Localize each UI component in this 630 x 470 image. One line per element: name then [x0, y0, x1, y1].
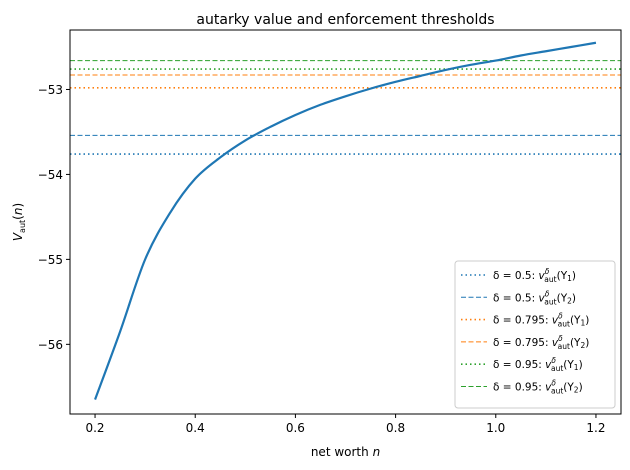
plot-area: [70, 41, 621, 400]
legend-box: [454, 260, 616, 409]
x-tick-label: 1.0: [486, 421, 505, 435]
x-axis-label: net worth n: [311, 445, 380, 459]
value-curve: [94, 41, 597, 400]
legend-entry-label: δ = 0.795: vδ aut(Y2): [493, 334, 589, 351]
legend: δ = 0.5: vδ aut(Y1) δ = 0.5: vδ aut(Y2) δ = …: [454, 260, 616, 409]
legend-entry-label: δ = 0.5: vδ aut(Y2): [493, 289, 576, 306]
x-tick-label: 0.4: [186, 421, 205, 435]
axes-frame: [69, 29, 622, 415]
x-tick-label: 0.2: [85, 421, 104, 435]
chart-title: autarky value and enforcement thresholds: [196, 12, 494, 28]
legend-entry-label: δ = 0.5: vδ aut(Y1): [493, 267, 576, 284]
x-axis-ticks: 0.2 0.4 0.6 0.8 1.0 1.2: [85, 414, 606, 435]
y-axis-label: Vaut(n): [11, 203, 27, 241]
legend-entry-label: δ = 0.95: vδ aut(Y2): [493, 379, 583, 396]
y-tick-label: −53: [38, 83, 63, 97]
x-tick-label: 1.2: [586, 421, 605, 435]
legend-entry-label: δ = 0.95: vδ aut(Y1): [493, 356, 583, 373]
x-tick-label: 0.8: [386, 421, 405, 435]
y-tick-label: −56: [38, 338, 63, 352]
y-axis-ticks: −56 −55 −54 −53: [38, 83, 70, 352]
y-tick-label: −55: [38, 253, 63, 267]
x-tick-label: 0.6: [286, 421, 305, 435]
y-tick-label: −54: [38, 168, 63, 182]
legend-entry-label: δ = 0.795: vδ aut(Y1): [493, 312, 589, 329]
